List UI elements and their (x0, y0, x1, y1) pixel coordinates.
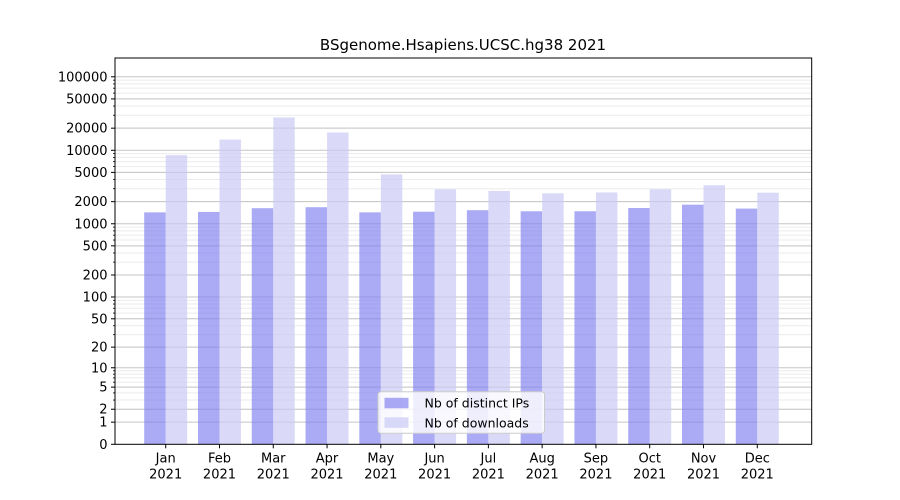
bar-nb-of-distinct-ips-Jan (144, 212, 166, 445)
bar-nb-of-distinct-ips-Apr (305, 207, 328, 445)
bar-nb-of-distinct-ips-Jun (413, 211, 435, 445)
x-tick-year-label: 2021 (149, 467, 182, 482)
y-tick-label: 100000 (58, 70, 108, 85)
bar-nb-of-downloads-Nov (703, 185, 725, 445)
x-tick-month-label: Apr (316, 451, 339, 466)
x-tick-month-label: Mar (261, 451, 286, 466)
bar-nb-of-downloads-Mar (273, 117, 295, 445)
y-tick-label: 20 (91, 341, 108, 356)
bar-nb-of-downloads-Oct (649, 189, 672, 445)
legend-swatch-nb-of-downloads (384, 417, 409, 428)
bar-nb-of-distinct-ips-Dec (735, 208, 758, 445)
x-tick-year-label: 2021 (364, 467, 397, 482)
x-tick-year-label: 2021 (418, 467, 451, 482)
legend: Nb of distinct IPs Nb of downloads (377, 391, 545, 434)
x-tick-month-label: Nov (691, 451, 717, 466)
plot-border (114, 57, 813, 445)
bar-nb-of-downloads-Apr (327, 132, 349, 445)
bars-nb-of-distinct-ips (144, 204, 758, 445)
x-tick-month-label: Dec (745, 451, 770, 466)
x-tick-year-label: 2021 (310, 467, 343, 482)
x-tick-month-label: Sep (584, 451, 609, 466)
y-tick-label: 100 (83, 290, 108, 305)
x-tick-month-label: May (367, 451, 394, 466)
bar-nb-of-downloads-Jun (434, 189, 457, 445)
x-tick-year-label: 2021 (687, 467, 720, 482)
legend-label-nb-of-downloads: Nb of downloads (425, 415, 529, 430)
chart-title: BSgenome.Hsapiens.UCSC.hg38 2021 (319, 36, 607, 54)
bar-nb-of-distinct-ips-Mar (251, 208, 274, 445)
x-tick-year-label: 2021 (633, 467, 666, 482)
x-tick-month-label: Jun (423, 451, 444, 466)
x-tick-year-label: 2021 (203, 467, 236, 482)
bar-nb-of-distinct-ips-Oct (628, 207, 650, 445)
x-tick-year-label: 2021 (257, 467, 290, 482)
y-tick-label: 1000 (74, 217, 107, 232)
y-tick-label: 0 (99, 438, 107, 453)
y-tick-label: 10000 (66, 144, 107, 159)
bar-nb-of-distinct-ips-Nov (682, 204, 704, 445)
y-axis: 0 12 5 10 20 50 100 200 500 1000 2000 5000 10000 2000… (58, 70, 115, 453)
x-tick-month-label: Aug (529, 451, 554, 466)
y-tick-label: 1 (99, 416, 107, 431)
bar-nb-of-downloads-May (380, 174, 403, 445)
bar-nb-of-distinct-ips-Aug (520, 211, 543, 445)
x-tick-month-label: Feb (208, 451, 231, 466)
x-tick-month-label: Oct (638, 451, 660, 466)
y-tick-label: 5 (99, 381, 107, 396)
bar-nb-of-distinct-ips-May (359, 212, 381, 445)
x-axis: Jan2021Feb2021Mar2021Apr2021May2021Jun20… (149, 444, 774, 482)
bar-nb-of-distinct-ips-Sep (574, 211, 596, 445)
bar-nb-of-downloads-Aug (542, 193, 564, 445)
y-tick-label: 500 (83, 239, 108, 254)
y-tick-label: 50 (91, 312, 108, 327)
bar-nb-of-downloads-Sep (595, 192, 618, 445)
bar-nb-of-downloads-Dec (757, 192, 779, 445)
x-tick-year-label: 2021 (472, 467, 505, 482)
x-tick-month-label: Jan (155, 451, 176, 466)
legend-label-nb-of-distinct-ips: Nb of distinct IPs (425, 396, 530, 411)
y-tick-label: 20000 (66, 122, 107, 137)
y-tick-label: 5000 (74, 166, 107, 181)
bar-nb-of-distinct-ips-Feb (197, 211, 220, 445)
x-tick-year-label: 2021 (526, 467, 559, 482)
x-tick-year-label: 2021 (741, 467, 774, 482)
y-tick-label: 2 (99, 403, 107, 418)
legend-swatch-nb-of-distinct-ips (384, 397, 409, 409)
y-tick-label: 200 (83, 269, 108, 284)
legend-box (377, 391, 545, 434)
y-tick-label: 50000 (66, 92, 107, 107)
bar-nb-of-downloads-Jul (488, 190, 510, 445)
x-tick-month-label: Jul (480, 451, 497, 466)
y-tick-label: 2000 (74, 195, 107, 210)
x-tick-year-label: 2021 (579, 467, 612, 482)
bar-nb-of-distinct-ips-Jul (466, 210, 489, 445)
bar-nb-of-downloads-Feb (219, 139, 241, 445)
bars-nb-of-downloads (165, 117, 779, 445)
bar-nb-of-downloads-Jan (165, 155, 188, 445)
y-tick-label: 10 (91, 361, 108, 376)
